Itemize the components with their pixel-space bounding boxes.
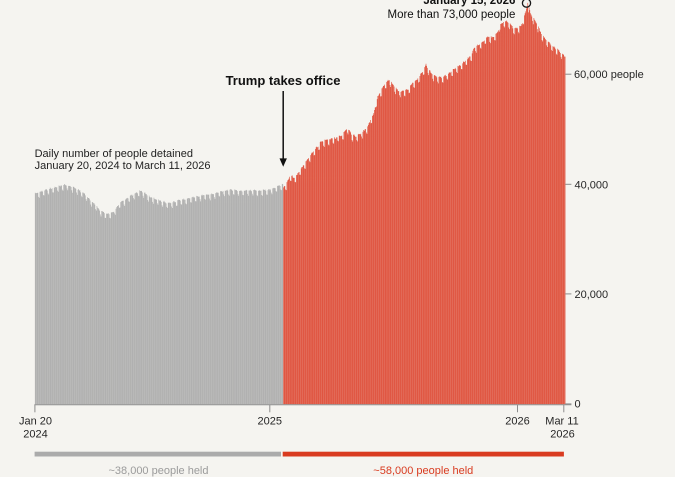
svg-text:Mar 11: Mar 11 — [545, 416, 578, 428]
svg-text:2024: 2024 — [23, 428, 47, 440]
svg-text:40,000: 40,000 — [575, 179, 609, 191]
svg-text:Jan 20: Jan 20 — [19, 416, 52, 428]
svg-text:More than 73,000 people: More than 73,000 people — [388, 9, 516, 21]
svg-text:2026: 2026 — [550, 428, 574, 440]
svg-text:~58,000 people held: ~58,000 people held — [373, 465, 473, 477]
svg-text:January 15, 2026: January 15, 2026 — [423, 0, 515, 7]
svg-text:Daily number of people detaine: Daily number of people detained — [35, 148, 193, 160]
svg-text:2025: 2025 — [258, 416, 282, 428]
svg-text:0: 0 — [575, 399, 581, 411]
svg-text:2026: 2026 — [505, 416, 529, 428]
svg-text:January 20, 2024 to March 11,: January 20, 2024 to March 11, 2026 — [35, 160, 211, 172]
svg-text:~38,000 people held: ~38,000 people held — [108, 465, 208, 477]
svg-text:20,000: 20,000 — [575, 289, 609, 301]
svg-text:60,000 people: 60,000 people — [574, 69, 644, 81]
svg-text:Trump takes office: Trump takes office — [226, 73, 341, 88]
